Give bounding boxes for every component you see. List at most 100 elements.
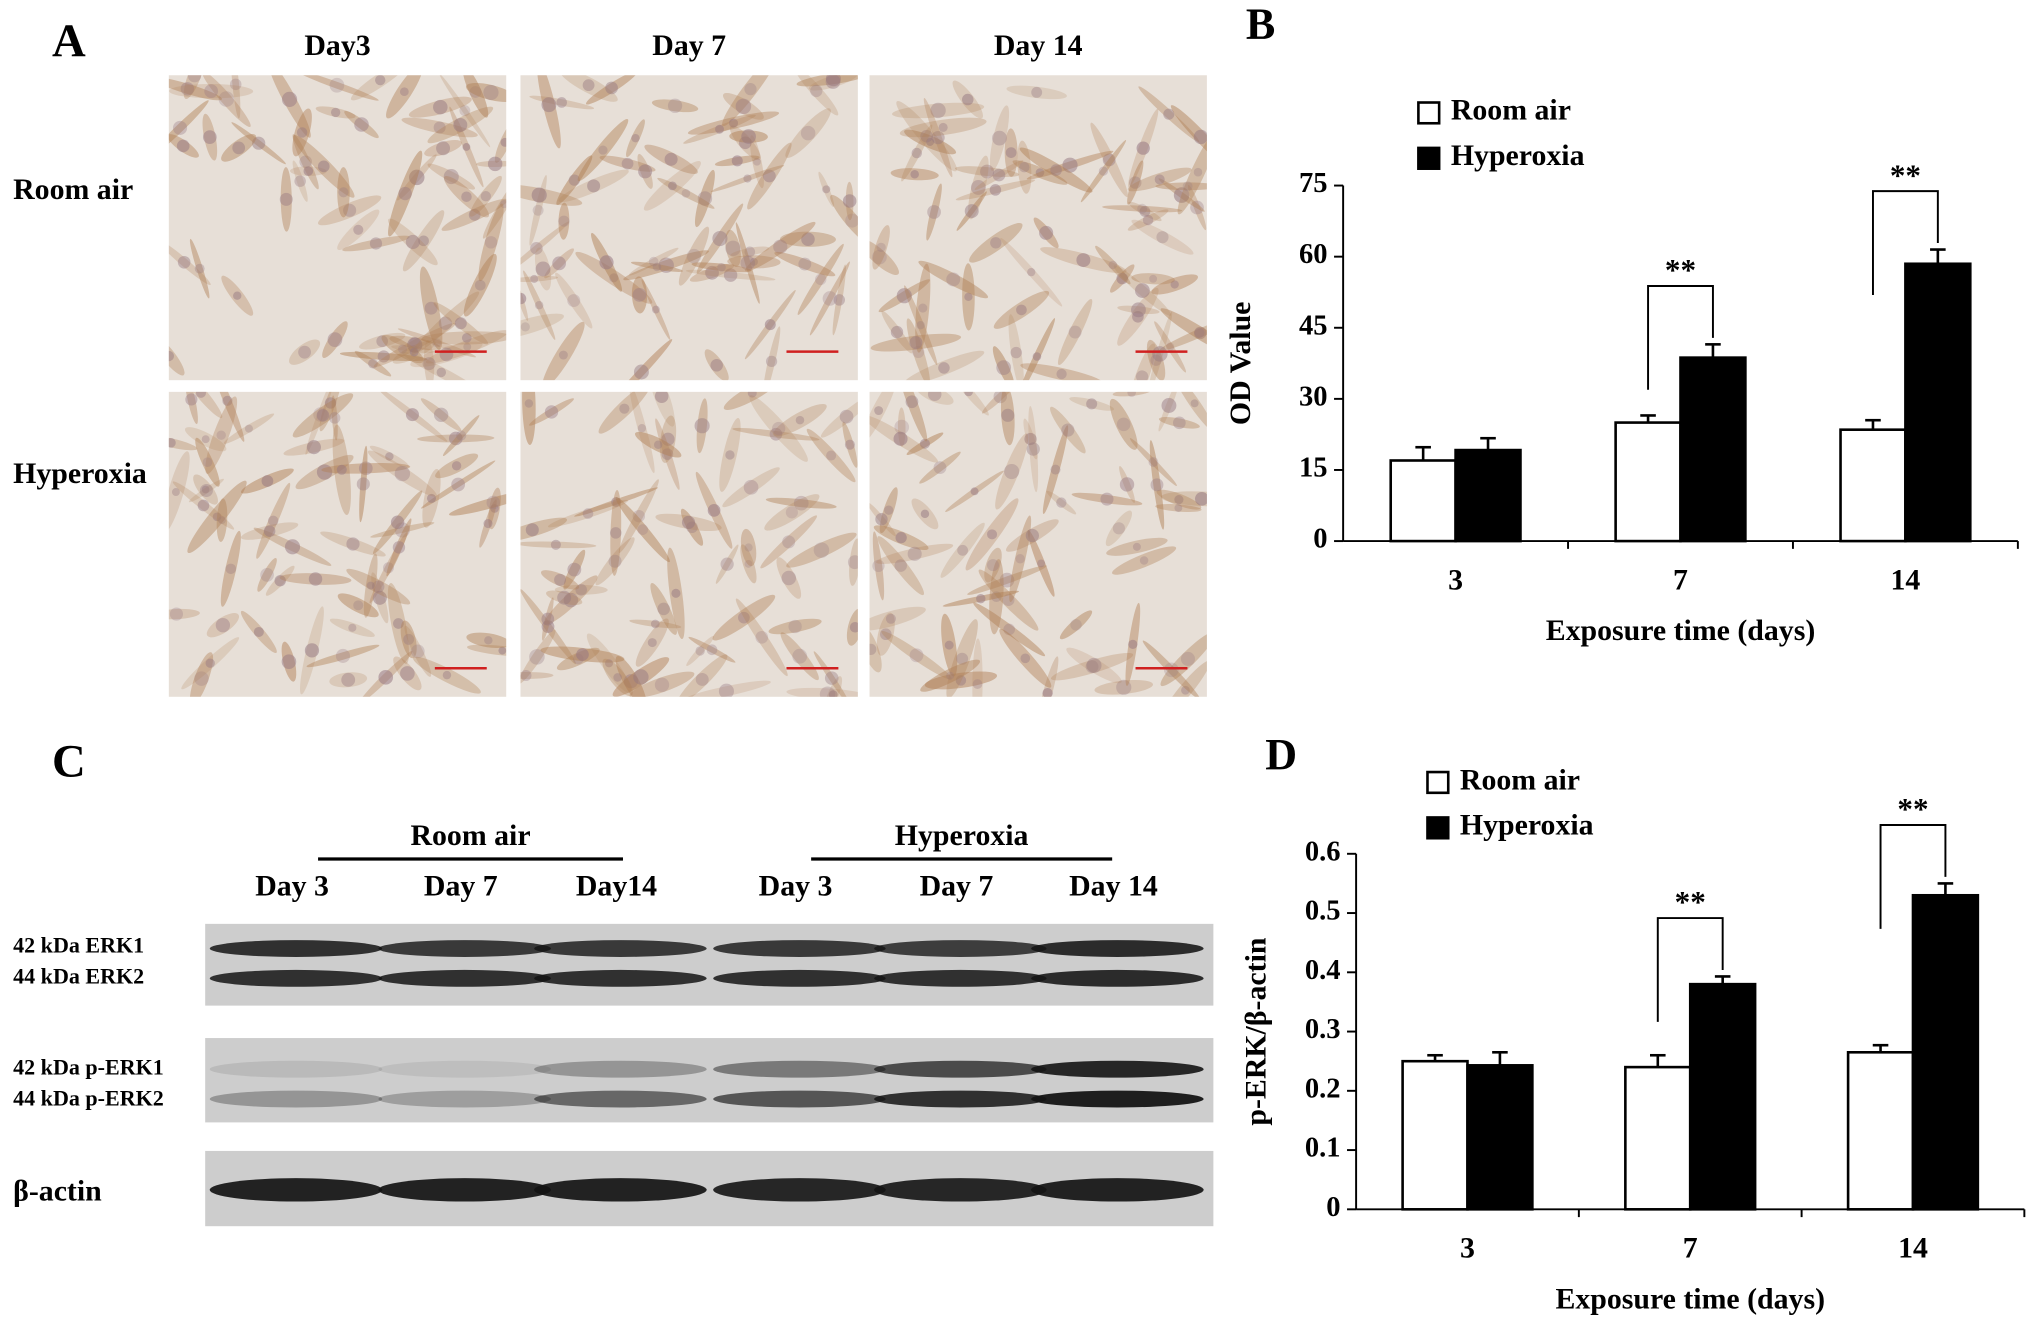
- nucleus: [619, 403, 630, 414]
- nucleus: [426, 493, 436, 503]
- nucleus: [623, 674, 639, 689]
- nucleus: [946, 272, 961, 287]
- cell: [231, 122, 286, 165]
- cell: [540, 570, 580, 590]
- cell: [520, 671, 554, 679]
- cell: [189, 238, 210, 299]
- nucleus: [232, 141, 246, 155]
- nucleus: [926, 137, 935, 146]
- cell: [1028, 405, 1039, 493]
- nucleus: [610, 527, 622, 539]
- cell: [463, 253, 497, 317]
- panel-label: D: [1265, 730, 1297, 779]
- cell: [1090, 122, 1128, 198]
- nucleus: [296, 127, 308, 138]
- cell: [629, 619, 682, 629]
- cell: [598, 391, 651, 434]
- cell: [984, 547, 1002, 583]
- cell: [184, 391, 198, 425]
- nucleus: [556, 97, 568, 108]
- nucleus: [582, 79, 595, 92]
- nucleus: [409, 347, 419, 357]
- nucleus: [705, 265, 719, 280]
- nucleus: [1003, 623, 1015, 636]
- cell: [183, 75, 206, 99]
- nucleus: [845, 213, 858, 228]
- significance-label: **: [1675, 884, 1706, 919]
- nucleus: [303, 166, 314, 176]
- cell: [691, 262, 752, 273]
- cell: [449, 489, 507, 516]
- nucleus: [582, 508, 594, 519]
- nucleus: [324, 397, 337, 409]
- row-label: Room air: [13, 173, 133, 206]
- nucleus: [647, 638, 657, 648]
- nucleus: [938, 362, 950, 374]
- blot-band: [1031, 1060, 1204, 1078]
- nucleus: [869, 643, 877, 656]
- cell: [466, 632, 507, 649]
- y-tick-label: 0.4: [1305, 955, 1341, 986]
- blot-band: [209, 969, 383, 987]
- nucleus: [1127, 391, 1136, 397]
- blot-band: [378, 1178, 551, 1202]
- cell: [729, 125, 761, 161]
- nucleus: [1193, 129, 1207, 145]
- nucleus: [284, 539, 301, 555]
- cell: [631, 276, 648, 314]
- nucleus: [252, 136, 266, 150]
- cell: [1129, 438, 1177, 486]
- y-tick-label: 15: [1299, 453, 1328, 484]
- nucleus: [824, 671, 839, 685]
- nucleus: [1139, 206, 1151, 217]
- cell: [210, 391, 245, 442]
- error-bar: [1714, 975, 1731, 985]
- cell: [388, 150, 423, 237]
- cell: [205, 396, 238, 474]
- cell: [280, 167, 292, 232]
- cell: [393, 656, 422, 691]
- nucleus: [520, 669, 532, 681]
- cell: [974, 160, 1024, 190]
- nucleus: [442, 670, 452, 680]
- cell: [768, 618, 822, 635]
- cell: [685, 269, 776, 281]
- y-tick-label: 0.6: [1305, 836, 1341, 867]
- lane-label: Day 7: [424, 870, 498, 903]
- nucleus: [946, 671, 955, 680]
- nucleus: [992, 130, 1007, 146]
- nucleus: [376, 335, 389, 348]
- nucleus: [1108, 260, 1118, 270]
- cell: [1160, 660, 1207, 697]
- nucleus: [909, 336, 923, 350]
- cell: [892, 102, 985, 119]
- cell: [870, 333, 962, 352]
- nucleus: [1128, 639, 1138, 650]
- x-tick-label: 3: [1448, 563, 1463, 596]
- nucleus: [744, 559, 753, 568]
- cell: [1160, 631, 1207, 687]
- nucleus: [372, 580, 385, 593]
- cell: [181, 637, 240, 690]
- cell: [337, 209, 380, 251]
- cell: [520, 313, 564, 341]
- blot-band: [874, 1060, 1047, 1078]
- nucleus: [552, 256, 567, 271]
- nucleus: [1116, 417, 1131, 432]
- cell: [221, 275, 254, 316]
- cell: [722, 467, 780, 508]
- nucleus: [1020, 653, 1031, 664]
- micrograph: [168, 75, 507, 381]
- cell: [586, 633, 632, 694]
- cell: [520, 589, 576, 665]
- nucleus: [1150, 354, 1162, 366]
- nucleus: [744, 246, 756, 258]
- nucleus: [753, 157, 761, 166]
- cell: [1147, 311, 1173, 381]
- nucleus: [710, 358, 723, 372]
- cell: [1005, 519, 1059, 552]
- cell: [206, 613, 240, 638]
- cell: [1154, 321, 1187, 373]
- cell: [413, 656, 481, 694]
- error-bar: [1930, 248, 1946, 264]
